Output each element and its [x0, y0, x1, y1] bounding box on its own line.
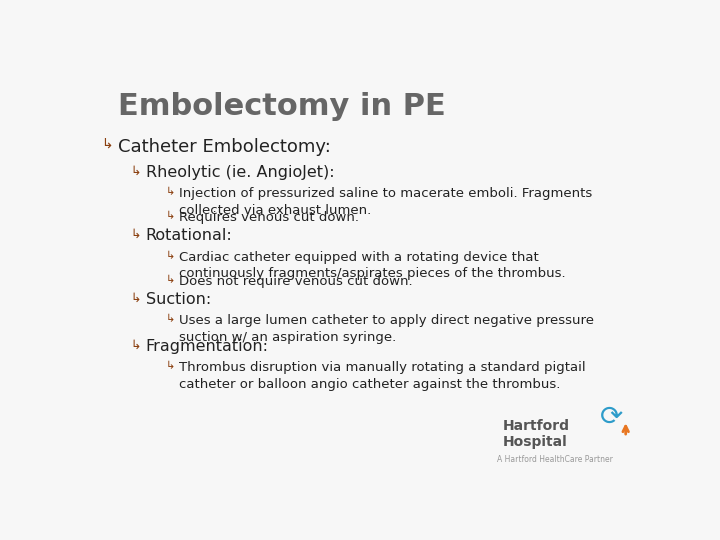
Text: Uses a large lumen catheter to apply direct negative pressure
suction w/ an aspi: Uses a large lumen catheter to apply dir…: [179, 314, 594, 344]
Text: ↳: ↳: [166, 275, 175, 285]
Text: ↳: ↳: [166, 187, 175, 198]
FancyBboxPatch shape: [81, 58, 657, 487]
Text: ↳: ↳: [131, 228, 141, 241]
Text: ⟳: ⟳: [600, 403, 624, 431]
Text: Hospital: Hospital: [503, 435, 567, 449]
Text: ↳: ↳: [131, 339, 141, 352]
Text: Embolectomy in PE: Embolectomy in PE: [118, 92, 446, 121]
Text: Requires venous cut down.: Requires venous cut down.: [179, 211, 359, 224]
Text: Suction:: Suction:: [145, 292, 211, 307]
Text: ↳: ↳: [166, 251, 175, 261]
Text: A Hartford HealthCare Partner: A Hartford HealthCare Partner: [498, 455, 613, 464]
Text: Rheolytic (ie. AngioJet):: Rheolytic (ie. AngioJet):: [145, 165, 334, 180]
Text: ↳: ↳: [131, 292, 141, 305]
Text: Thrombus disruption via manually rotating a standard pigtail
catheter or balloon: Thrombus disruption via manually rotatin…: [179, 361, 586, 391]
Text: ↳: ↳: [166, 211, 175, 221]
Text: ↳: ↳: [166, 361, 175, 372]
Text: Cardiac catheter equipped with a rotating device that
continuously fragments/asp: Cardiac catheter equipped with a rotatin…: [179, 251, 566, 280]
Text: Fragmentation:: Fragmentation:: [145, 339, 269, 354]
Text: Rotational:: Rotational:: [145, 228, 233, 243]
Text: ↳: ↳: [166, 314, 175, 325]
Text: ↳: ↳: [101, 138, 113, 152]
Text: Does not require venous cut down.: Does not require venous cut down.: [179, 275, 413, 288]
Text: Hartford: Hartford: [503, 419, 570, 433]
Text: Injection of pressurized saline to macerate emboli. Fragments
collected via exha: Injection of pressurized saline to macer…: [179, 187, 593, 217]
Text: ↳: ↳: [131, 165, 141, 178]
Text: Catheter Embolectomy:: Catheter Embolectomy:: [118, 138, 330, 156]
